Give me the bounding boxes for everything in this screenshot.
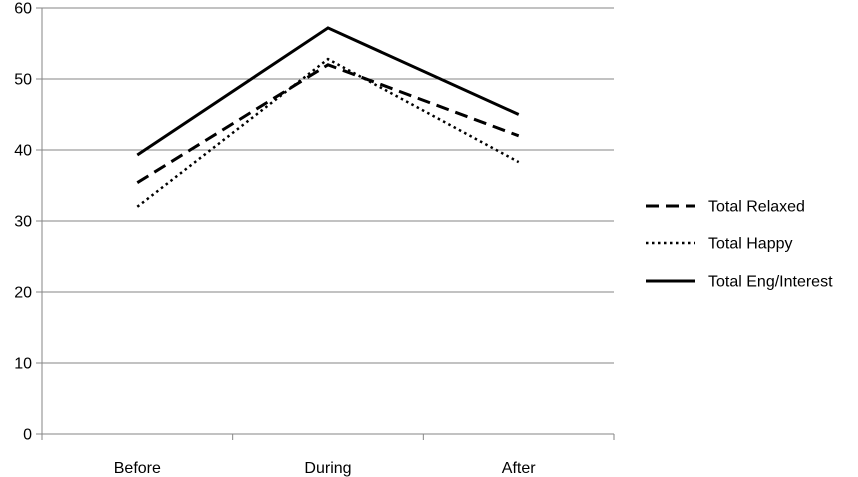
y-tick-label: 50 — [14, 72, 32, 89]
series-line-total-happy — [136, 57, 520, 208]
series-line-total-relaxed — [136, 63, 520, 184]
x-axis-tick-labels: Before During After — [114, 460, 536, 477]
legend: Total Relaxed Total Happy Total Eng/Intere… — [646, 199, 833, 291]
y-tick-label: 0 — [23, 427, 32, 444]
x-tick-label: After — [502, 460, 536, 477]
y-tick-label: 30 — [14, 214, 32, 231]
y-tick-label: 60 — [14, 1, 32, 18]
y-tick-label: 10 — [14, 356, 32, 373]
series-line-total-eng-interest — [136, 26, 520, 157]
x-tick-label: Before — [114, 460, 161, 477]
gridlines — [42, 7, 614, 364]
legend-label: Total Eng/Interest — [708, 274, 833, 291]
y-tick-label: 20 — [14, 285, 32, 302]
y-axis-tick-labels: 0 10 20 30 40 50 60 — [14, 1, 32, 444]
x-tick-label: During — [304, 460, 351, 477]
series-lines — [136, 26, 520, 208]
legend-label: Total Relaxed — [708, 199, 805, 216]
legend-label: Total Happy — [708, 236, 793, 253]
axes — [36, 7, 615, 440]
y-tick-label: 40 — [14, 143, 32, 160]
